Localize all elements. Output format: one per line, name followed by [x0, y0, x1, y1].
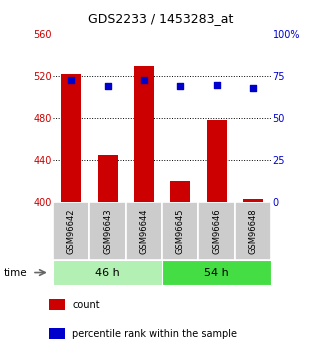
Bar	[61, 74, 81, 202]
Text: GDS2233 / 1453283_at: GDS2233 / 1453283_at	[88, 12, 233, 25]
Bar	[207, 120, 227, 202]
Point	[69, 77, 74, 82]
Bar	[243, 199, 263, 202]
FancyBboxPatch shape	[162, 202, 198, 260]
Point	[178, 83, 183, 89]
Text: GSM96645: GSM96645	[176, 208, 185, 254]
FancyBboxPatch shape	[89, 202, 126, 260]
Bar	[134, 66, 154, 202]
Text: GSM96646: GSM96646	[212, 208, 221, 254]
Text: GSM96643: GSM96643	[103, 208, 112, 254]
Bar	[49, 328, 65, 339]
Text: count: count	[72, 299, 100, 309]
Text: 54 h: 54 h	[204, 268, 229, 277]
Text: GSM96642: GSM96642	[67, 208, 76, 254]
Point	[214, 82, 219, 87]
Bar	[98, 155, 117, 202]
Bar	[49, 299, 65, 310]
FancyBboxPatch shape	[126, 202, 162, 260]
FancyBboxPatch shape	[235, 202, 271, 260]
Bar	[170, 181, 190, 202]
Point	[250, 85, 256, 91]
Text: 46 h: 46 h	[95, 268, 120, 277]
FancyBboxPatch shape	[162, 260, 271, 285]
FancyBboxPatch shape	[53, 202, 89, 260]
Text: GSM96648: GSM96648	[248, 208, 257, 254]
FancyBboxPatch shape	[198, 202, 235, 260]
Text: time: time	[3, 268, 27, 277]
FancyBboxPatch shape	[53, 260, 162, 285]
Text: GSM96644: GSM96644	[139, 208, 148, 254]
Text: percentile rank within the sample: percentile rank within the sample	[72, 328, 237, 338]
Point	[141, 77, 146, 82]
Point	[105, 83, 110, 89]
